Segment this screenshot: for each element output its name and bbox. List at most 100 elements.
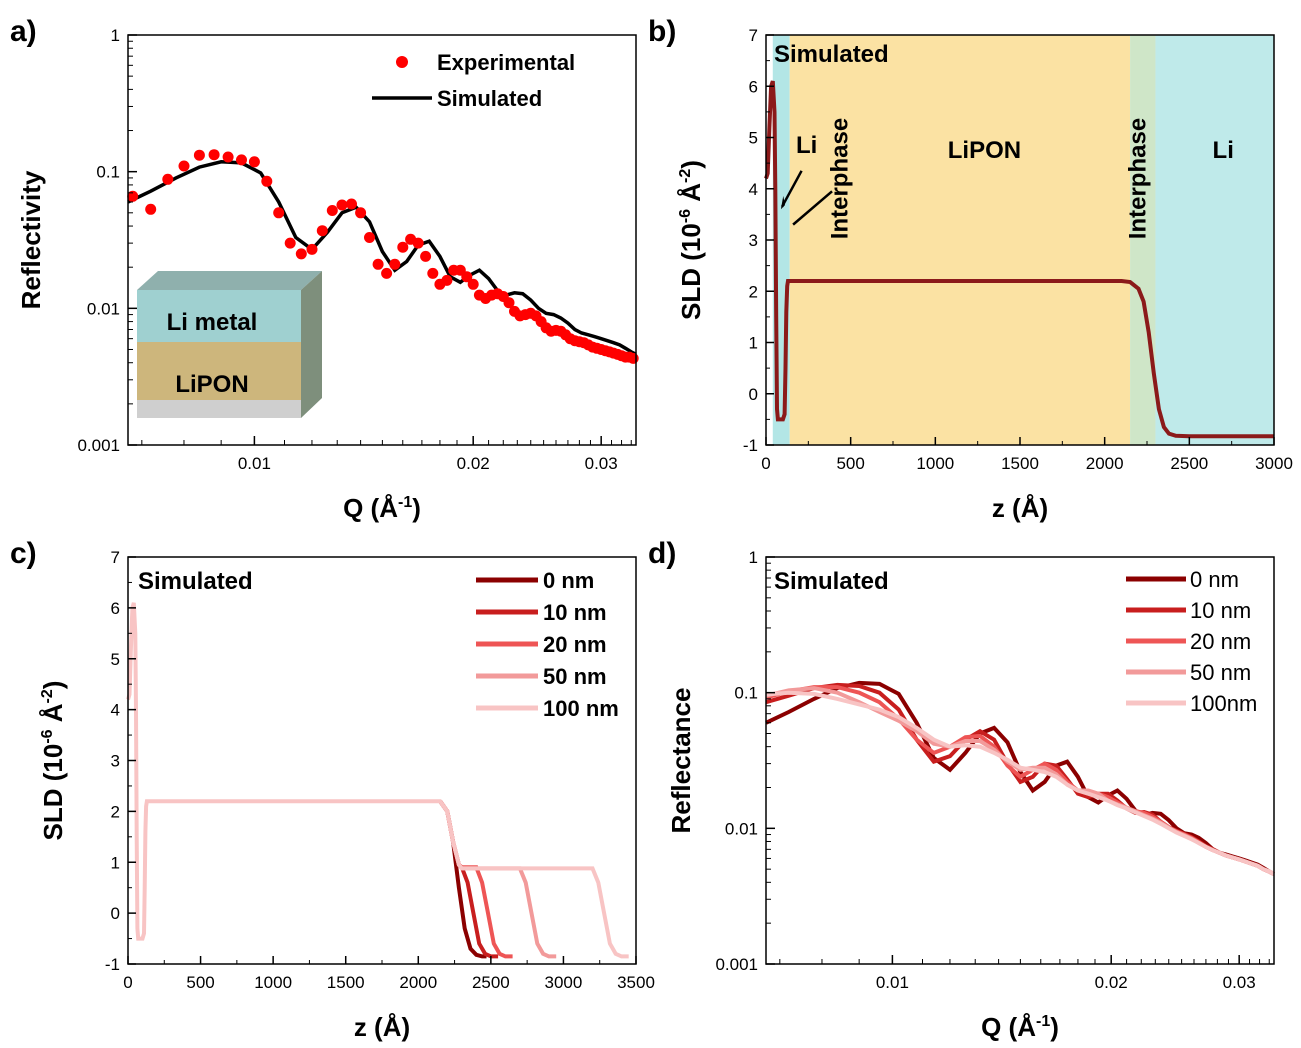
x-axis-title: Q (Å-1): [343, 493, 421, 523]
experimental-point: [503, 297, 515, 309]
legend-label: 100nm: [1190, 691, 1257, 716]
x-tick-label: 1000: [254, 973, 292, 992]
experimental-point: [326, 205, 338, 216]
x-tick-label: 0.01: [876, 973, 909, 992]
experimental-point: [295, 248, 307, 260]
simulated-label: Simulated: [774, 568, 889, 595]
y-axis-title-part: SLD (10: [676, 223, 706, 320]
experimental-point: [145, 203, 157, 215]
reflectance-series-line: [765, 690, 1275, 876]
inset-substrate-layer: [137, 400, 301, 418]
y-tick-label: 7: [749, 26, 758, 45]
experimental-point: [397, 241, 409, 253]
x-tick-label: 2500: [472, 973, 510, 992]
y-axis-title-sup: -2: [39, 689, 56, 703]
legend-marker-experimental: [396, 56, 408, 68]
inset-label-li-metal: Li metal: [167, 309, 258, 336]
x-axis-title-end: ): [412, 493, 421, 523]
experimental-point: [316, 225, 328, 237]
x-axis-title-main: Q (Å: [981, 1012, 1036, 1042]
inset-label-lipon: LiPON: [175, 371, 248, 398]
y-tick-label: 0.1: [96, 163, 120, 182]
x-tick-label: 0.02: [457, 454, 490, 473]
experimental-point: [467, 278, 479, 290]
y-tick-label: 0: [111, 904, 120, 923]
x-tick-label: 500: [836, 454, 864, 473]
y-tick-label: -1: [105, 955, 120, 974]
x-tick-label: 0.03: [1223, 973, 1256, 992]
inset-layer-diagram: Li metal LiPON: [137, 271, 322, 418]
x-axis-title: z (Å): [354, 1012, 410, 1042]
simulated-label: Simulated: [774, 41, 889, 68]
experimental-point: [273, 207, 285, 219]
y-axis-title-part: Å: [676, 183, 706, 209]
experimental-point: [236, 154, 247, 166]
x-tick-label: 0: [761, 454, 770, 473]
y-tick-label: 3: [749, 231, 758, 250]
x-tick-label: 500: [186, 973, 214, 992]
experimental-point: [162, 173, 174, 185]
legend-label: 20 nm: [543, 632, 607, 657]
inset-li-layer: [137, 290, 301, 342]
x-axis-title-sup: -1: [398, 494, 412, 511]
legend-label: 10 nm: [543, 600, 607, 625]
y-tick-label: 1: [749, 334, 758, 353]
x-axis-title: z (Å): [992, 493, 1048, 523]
region-label: Li: [1213, 137, 1234, 164]
experimental-point: [427, 267, 439, 279]
experimental-point: [336, 199, 348, 211]
y-tick-label: 7: [111, 548, 120, 567]
experimental-point: [261, 175, 273, 187]
y-tick-label: 5: [111, 650, 120, 669]
y-axis-title: Reflectivity: [16, 170, 46, 309]
y-tick-label: 6: [749, 77, 758, 96]
experimental-point: [222, 151, 234, 163]
experimental-point: [441, 274, 453, 286]
inset-top-face: [137, 271, 322, 290]
y-tick-label: 5: [749, 129, 758, 148]
legend-label: 100 nm: [543, 696, 619, 721]
y-axis-title-part: SLD (10: [38, 744, 68, 841]
background-region: [1130, 35, 1156, 445]
experimental-point: [306, 243, 318, 255]
y-axis-title-part: ): [676, 160, 706, 169]
x-tick-label: 2500: [1170, 454, 1208, 473]
legend-label: 50 nm: [543, 664, 607, 689]
arrow-li: [780, 170, 803, 208]
legend-label: 50 nm: [1190, 660, 1251, 685]
y-axis-title-sup: -2: [677, 169, 694, 183]
y-tick-label: 1: [749, 548, 758, 567]
experimental-point: [208, 149, 220, 161]
region-label: Li: [796, 132, 817, 159]
panel-label: b): [648, 15, 676, 48]
y-tick-label: 1: [111, 26, 120, 45]
y-tick-label: 1: [111, 853, 120, 872]
y-tick-label: 4: [111, 701, 120, 720]
x-tick-label: 1500: [327, 973, 365, 992]
y-tick-label: 2: [111, 802, 120, 821]
legend-label: 10 nm: [1190, 598, 1251, 623]
simulated-line: [127, 160, 637, 356]
experimental-point: [284, 237, 296, 249]
legend: 0 nm 10 nm 20 nm 50 nm 100 nm: [476, 568, 619, 721]
y-axis-title-sup: -6: [677, 209, 694, 223]
region-label: Interphase: [1124, 118, 1151, 239]
experimental-point: [346, 198, 357, 210]
x-axis-title-main: Q (Å: [343, 493, 398, 523]
y-axis-title-part: ): [38, 681, 68, 690]
x-tick-label: 3500: [617, 973, 655, 992]
background-region: [789, 35, 1131, 445]
experimental-point: [412, 237, 424, 249]
y-axis-title: SLD (10-6 Å-2): [38, 681, 68, 841]
legend: Experimental Simulated: [372, 50, 575, 111]
y-tick-label: -1: [743, 436, 758, 455]
x-tick-label: 0.02: [1095, 973, 1128, 992]
y-axis-title: Reflectance: [666, 688, 696, 834]
panel-label: d): [648, 537, 676, 570]
y-tick-label: 0.001: [77, 436, 120, 455]
background-region: [1155, 35, 1274, 445]
experimental-point: [372, 258, 384, 270]
y-tick-label: 0.01: [87, 299, 120, 318]
